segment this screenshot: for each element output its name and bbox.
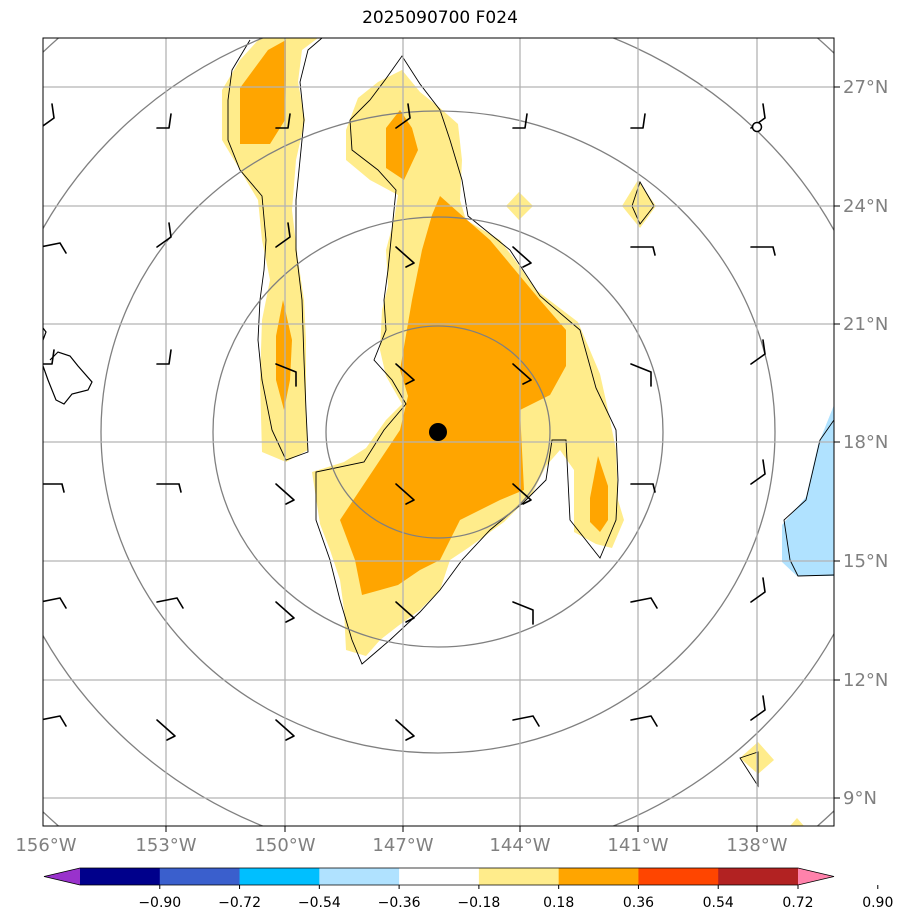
colorbar-segment	[638, 868, 719, 885]
lat-label-18: 18°N	[843, 432, 888, 453]
lon-label-144: 144°W	[489, 835, 550, 856]
colorbar-segment	[80, 868, 161, 885]
wind-barb	[43, 349, 55, 365]
wind-barb	[512, 601, 534, 625]
lat-label-15: 15°N	[843, 551, 888, 572]
colorbar	[43, 867, 835, 886]
wind-barb	[395, 103, 411, 129]
wind-barb	[156, 349, 172, 365]
lon-label-153: 153°W	[135, 835, 196, 856]
wind-barb	[275, 483, 295, 505]
lat-label-27: 27°N	[843, 77, 888, 98]
island-coastline	[43, 327, 93, 405]
colorbar-segment	[159, 868, 241, 885]
wind-barb	[43, 242, 67, 254]
lat-label-24: 24°N	[843, 196, 888, 217]
contour-lines	[227, 38, 834, 788]
lat-label-9: 9°N	[843, 788, 877, 809]
wind-barb	[750, 577, 766, 603]
lon-label-156: 156°W	[15, 835, 76, 856]
lon-labels: 156°W 153°W 150°W 147°W 144°W 141°W 138°…	[15, 826, 788, 856]
wind-barb	[630, 715, 658, 727]
map-title: 2025090700 F024	[362, 8, 518, 28]
wind-barb	[512, 363, 532, 385]
colorbar-outline	[43, 867, 835, 886]
lat-labels: 27°N 24°N 21°N 18°N 15°N 12°N 9°N	[834, 77, 888, 809]
wind-barb	[156, 113, 172, 129]
wind-barb	[275, 601, 295, 623]
wind-barb	[156, 597, 184, 609]
wind-barb	[395, 246, 415, 268]
colorbar-label: −0.72	[218, 895, 261, 911]
colorbar-segment	[558, 868, 639, 885]
shade-mid-regions	[240, 40, 608, 595]
colorbar-label: −0.36	[378, 895, 421, 911]
colorbar-label: −0.54	[298, 895, 341, 911]
wind-barb	[750, 459, 766, 485]
wind-barb	[630, 246, 656, 256]
wind-barb	[43, 597, 67, 609]
wind-barb	[512, 113, 528, 129]
colorbar-label: −0.90	[138, 895, 181, 911]
wind-barb	[512, 483, 532, 505]
lon-label-150: 150°W	[254, 835, 315, 856]
wind-barb	[275, 719, 295, 741]
map-frame	[42, 37, 835, 827]
colorbar-segment	[478, 868, 560, 885]
wind-barb	[395, 601, 415, 623]
wind-barb	[43, 103, 55, 127]
wind-barb	[395, 483, 415, 505]
wind-barb	[156, 483, 182, 493]
wind-barb	[43, 483, 65, 493]
wind-barb	[395, 719, 415, 741]
lon-label-141: 141°W	[607, 835, 668, 856]
colorbar-label: 0.54	[703, 895, 734, 911]
colorbar-labels: −0.90 −0.72 −0.54 −0.36 −0.18 0.18 0.36 0.54 0.7…	[138, 885, 893, 911]
colorbar-segment	[399, 868, 480, 885]
colorbar-segment	[239, 868, 320, 885]
colorbar-label: 0.36	[623, 895, 654, 911]
colorbar-segment	[718, 868, 799, 885]
wind-barb	[750, 695, 766, 721]
wind-barb	[750, 246, 776, 256]
wind-barb	[275, 113, 291, 129]
lon-label-138: 138°W	[726, 835, 787, 856]
wind-barb	[630, 597, 658, 609]
lon-label-147: 147°W	[372, 835, 433, 856]
wind-barb	[630, 113, 646, 129]
colorbar-label: 0.90	[862, 895, 893, 911]
storm-center-marker	[429, 423, 447, 441]
colorbar-label: 0.72	[782, 895, 813, 911]
wind-barb	[630, 483, 656, 493]
wind-barb	[512, 715, 540, 727]
wind-barb	[750, 339, 766, 365]
colorbar-label: 0.18	[543, 895, 574, 911]
colorbar-label: −0.18	[457, 895, 500, 911]
wind-barb	[275, 222, 291, 248]
wind-barb	[156, 222, 172, 248]
colorbar-extend-low	[44, 868, 80, 885]
graticule	[43, 38, 834, 826]
lat-label-12: 12°N	[843, 670, 888, 691]
small-circle-marker	[751, 121, 763, 133]
wind-barb	[512, 246, 532, 268]
colorbar-extend-high	[798, 868, 834, 885]
colorbar-segment	[319, 868, 400, 885]
wind-barb	[156, 719, 176, 741]
wind-barb	[275, 363, 297, 387]
wind-barb	[395, 363, 415, 385]
lat-label-21: 21°N	[843, 314, 888, 335]
wind-barb	[630, 363, 652, 387]
wind-barb	[43, 715, 67, 727]
